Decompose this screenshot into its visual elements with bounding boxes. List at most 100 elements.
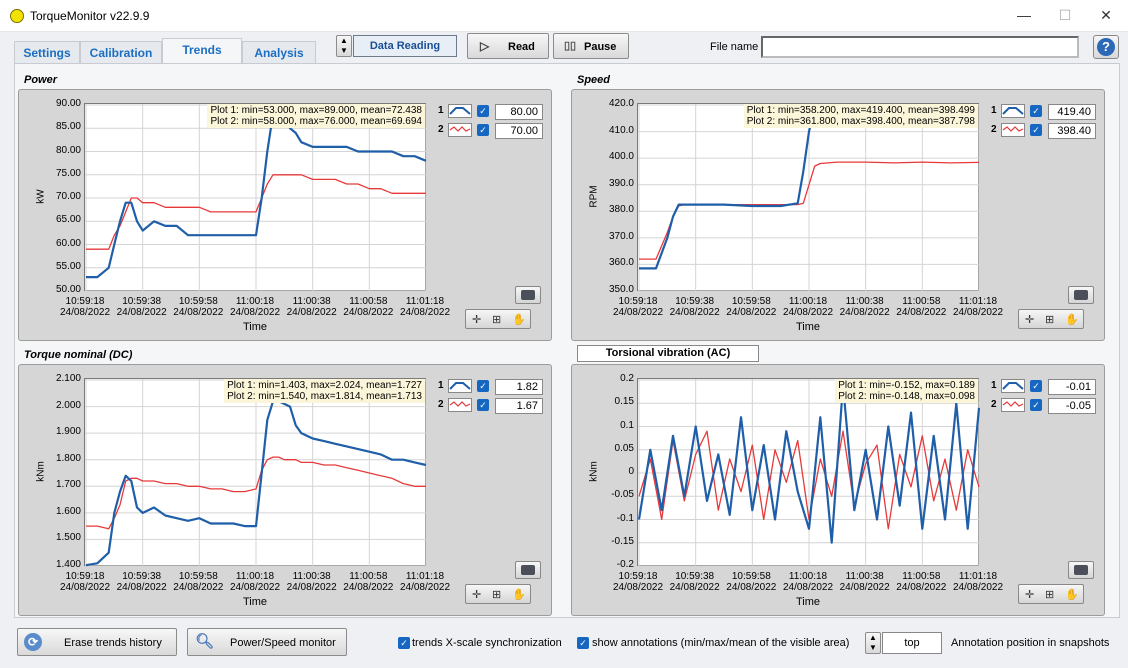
annotation-line: Plot 2: min=361.800, max=398.400, mean=3… <box>746 116 975 127</box>
file-name-field[interactable] <box>761 36 1079 58</box>
torque-legend-number: 2 <box>438 399 444 410</box>
torsional-x-tick-label: 11:01:18 24/08/2022 <box>952 571 1004 593</box>
speed-y-tick-label: 410.0 <box>608 124 634 136</box>
torsional-series-checkbox[interactable]: ✓ <box>1030 399 1042 411</box>
power-x-tick-label: 10:59:58 24/08/2022 <box>173 296 224 318</box>
speed-chart <box>638 104 980 292</box>
torque-legend-swatch[interactable] <box>448 379 472 393</box>
mode-stepper[interactable]: ▲ ▼ <box>336 35 352 57</box>
power-legend-swatch[interactable] <box>448 123 472 137</box>
power-y-tick-label: 70.00 <box>55 191 81 202</box>
legend-line <box>1002 126 1024 132</box>
torque-series-checkbox[interactable]: ✓ <box>477 380 489 392</box>
torque-x-tick-label: 10:59:18 24/08/2022 <box>59 571 111 593</box>
speed-graph-tools[interactable]: ✛ ⊞ ✋ <box>1018 309 1084 329</box>
sync-checkbox[interactable]: ✓ <box>398 637 410 649</box>
torsional-legend-number: 1 <box>991 380 997 391</box>
pan-tool-icon[interactable]: ✋ <box>1065 589 1079 601</box>
legend-line <box>449 126 471 132</box>
legend-line <box>1002 107 1024 115</box>
read-button[interactable]: ▷ Read <box>467 33 549 59</box>
torque-chart <box>85 379 427 567</box>
pause-button[interactable]: ▯▯ Pause <box>553 33 629 59</box>
help-icon: ? <box>1097 38 1115 56</box>
speed-series-1-line <box>639 105 821 270</box>
power-legend-number: 2 <box>438 124 444 135</box>
maximize-button[interactable]: ☐ <box>1058 7 1072 23</box>
annotation-line: Plot 2: min=-0.148, max=0.098 <box>838 391 975 402</box>
power-series-2-line <box>86 174 426 250</box>
torque-snapshot-button[interactable] <box>515 561 541 579</box>
minimize-button[interactable]: — <box>1017 7 1031 23</box>
power-legend-swatch[interactable] <box>448 104 472 118</box>
torsional-x-tick-label: 10:59:38 24/08/2022 <box>669 571 720 593</box>
torque-y-tick-label: 1.900 <box>55 426 81 438</box>
torque-y-axis-label: kNm <box>35 461 47 482</box>
pan-tool-icon[interactable]: ✋ <box>1065 314 1079 326</box>
annotations-label: show annotations (min/max/mean of the vi… <box>592 637 850 649</box>
torsional-y-tick-label: 0.2 <box>620 373 634 384</box>
speed-x-tick-label: 11:01:18 24/08/2022 <box>952 296 1004 318</box>
cursor-tool-icon[interactable]: ✛ <box>472 314 482 326</box>
annotation-line: Plot 1: min=53.000, max=89.000, mean=72.… <box>210 105 422 116</box>
speed-snapshot-button[interactable] <box>1068 286 1094 304</box>
torque-y-tick-label: 2.100 <box>55 373 81 384</box>
speed-x-tick-label: 11:00:58 24/08/2022 <box>896 296 947 318</box>
power-speed-monitor-button[interactable]: 🔍︎ Power/Speed monitor <box>187 628 347 656</box>
torsional-chart <box>638 379 980 567</box>
power-series-checkbox[interactable]: ✓ <box>477 124 489 136</box>
power-y-tick-label: 80.00 <box>55 144 81 156</box>
erase-history-button[interactable]: ⟳ Erase trends history <box>17 628 177 656</box>
torque-x-tick-label: 10:59:38 24/08/2022 <box>116 571 167 593</box>
speed-y-tick-label: 380.0 <box>608 204 634 216</box>
power-series-checkbox[interactable]: ✓ <box>477 105 489 117</box>
power-chart <box>85 104 427 292</box>
torsional-graph-tools[interactable]: ✛ ⊞ ✋ <box>1018 584 1084 604</box>
help-button[interactable]: ? <box>1093 35 1119 59</box>
torsional-snapshot-button[interactable] <box>1068 561 1094 579</box>
torsional-legend-swatch[interactable] <box>1001 398 1025 412</box>
pan-tool-icon[interactable]: ✋ <box>512 314 526 326</box>
speed-legend-swatch[interactable] <box>1001 123 1025 137</box>
cursor-tool-icon[interactable]: ✛ <box>472 589 482 601</box>
camera-icon <box>1074 565 1088 575</box>
mode-display[interactable]: Data Reading <box>353 35 457 57</box>
app-icon <box>10 9 24 23</box>
speed-y-tick-label: 360.0 <box>608 257 634 269</box>
power-snapshot-button[interactable] <box>515 286 541 304</box>
zoom-tool-icon[interactable]: ⊞ <box>1045 589 1055 601</box>
cursor-tool-icon[interactable]: ✛ <box>1025 314 1035 326</box>
torsional-series-checkbox[interactable]: ✓ <box>1030 380 1042 392</box>
power-y-tick-label: 55.00 <box>55 260 81 272</box>
zoom-tool-icon[interactable]: ⊞ <box>1045 314 1055 326</box>
annotation-position-field[interactable]: top <box>882 632 942 654</box>
speed-legend-swatch[interactable] <box>1001 104 1025 118</box>
speed-y-tick-label: 420.0 <box>608 98 634 109</box>
annotation-position-stepper[interactable]: ▲ ▼ <box>865 632 881 654</box>
torsional-y-tick-label: -0.15 <box>611 535 634 547</box>
speed-x-tick-label: 10:59:18 24/08/2022 <box>612 296 664 318</box>
tab-settings[interactable]: Settings <box>14 41 80 63</box>
tab-trends[interactable]: Trends <box>162 38 242 64</box>
annotation-line: Plot 1: min=1.403, max=2.024, mean=1.727 <box>227 380 422 391</box>
power-speed-monitor-label: Power/Speed monitor <box>230 637 336 649</box>
torsional-legend-swatch[interactable] <box>1001 379 1025 393</box>
pan-tool-icon[interactable]: ✋ <box>512 589 526 601</box>
torsional-x-tick-label: 10:59:58 24/08/2022 <box>726 571 777 593</box>
tab-analysis[interactable]: Analysis <box>242 41 316 63</box>
tab-calibration[interactable]: Calibration <box>80 41 162 63</box>
torque-graph-tools[interactable]: ✛ ⊞ ✋ <box>465 584 531 604</box>
speed-series-checkbox[interactable]: ✓ <box>1030 105 1042 117</box>
power-x-tick-label: 11:00:58 24/08/2022 <box>343 296 394 318</box>
legend-line <box>449 401 471 407</box>
torque-legend-swatch[interactable] <box>448 398 472 412</box>
cursor-tool-icon[interactable]: ✛ <box>1025 589 1035 601</box>
close-button[interactable]: ✕ <box>1100 7 1112 23</box>
annotations-checkbox[interactable]: ✓ <box>577 637 589 649</box>
torque-series-checkbox[interactable]: ✓ <box>477 399 489 411</box>
speed-series-checkbox[interactable]: ✓ <box>1030 124 1042 136</box>
zoom-tool-icon[interactable]: ⊞ <box>492 314 502 326</box>
torsional-title: Torsional vibration (AC) <box>577 345 759 362</box>
power-graph-tools[interactable]: ✛ ⊞ ✋ <box>465 309 531 329</box>
zoom-tool-icon[interactable]: ⊞ <box>492 589 502 601</box>
